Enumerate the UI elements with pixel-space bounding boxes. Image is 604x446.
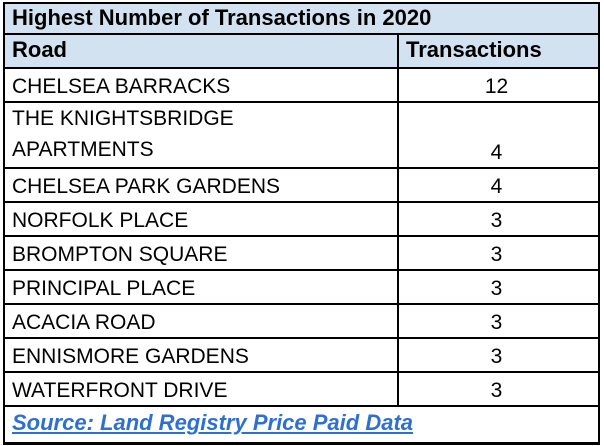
column-header-transactions: Transactions bbox=[397, 33, 600, 69]
road-cell: WATERFRONT DRIVE bbox=[3, 371, 399, 407]
table-row: CHELSEA PARK GARDENS 4 bbox=[3, 167, 600, 203]
table-title-row: Highest Number of Transactions in 2020 bbox=[3, 2, 600, 35]
transactions-cell: 3 bbox=[397, 337, 600, 373]
table-title: Highest Number of Transactions in 2020 bbox=[3, 2, 600, 35]
table-row: BROMPTON SQUARE 3 bbox=[3, 235, 600, 271]
road-cell: PRINCIPAL PLACE bbox=[3, 269, 399, 305]
transactions-table: Highest Number of Transactions in 2020 R… bbox=[3, 2, 600, 445]
road-cell: CHELSEA PARK GARDENS bbox=[3, 167, 399, 203]
table-row: THE KNIGHTSBRIDGE APARTMENTS 4 bbox=[3, 101, 600, 169]
table-source-row: Source: Land Registry Price Paid Data bbox=[3, 405, 600, 444]
transactions-cell: 3 bbox=[397, 371, 600, 407]
road-cell: BROMPTON SQUARE bbox=[3, 235, 399, 271]
table-row: ACACIA ROAD 3 bbox=[3, 303, 600, 339]
source-link[interactable]: Source: Land Registry Price Paid Data bbox=[12, 410, 414, 436]
transactions-cell: 3 bbox=[397, 201, 600, 237]
transactions-cell: 3 bbox=[397, 269, 600, 305]
table-row: NORFOLK PLACE 3 bbox=[3, 201, 600, 237]
table-row: CHELSEA BARRACKS 12 bbox=[3, 67, 600, 103]
table-row: WATERFRONT DRIVE 3 bbox=[3, 371, 600, 407]
transactions-cell: 3 bbox=[397, 235, 600, 271]
transactions-cell: 12 bbox=[397, 67, 600, 103]
column-header-road: Road bbox=[3, 33, 399, 69]
road-cell: NORFOLK PLACE bbox=[3, 201, 399, 237]
transactions-cell: 3 bbox=[397, 303, 600, 339]
road-cell: ACACIA ROAD bbox=[3, 303, 399, 339]
source-cell: Source: Land Registry Price Paid Data bbox=[3, 405, 600, 444]
road-cell: CHELSEA BARRACKS bbox=[3, 67, 399, 103]
table-row: PRINCIPAL PLACE 3 bbox=[3, 269, 600, 305]
road-cell: ENNISMORE GARDENS bbox=[3, 337, 399, 373]
transactions-cell: 4 bbox=[397, 101, 600, 169]
road-cell-text: THE KNIGHTSBRIDGE APARTMENTS bbox=[12, 107, 234, 161]
table-row: ENNISMORE GARDENS 3 bbox=[3, 337, 600, 373]
table-header-row: Road Transactions bbox=[3, 33, 600, 69]
transactions-cell: 4 bbox=[397, 167, 600, 203]
road-cell: THE KNIGHTSBRIDGE APARTMENTS bbox=[3, 101, 399, 169]
